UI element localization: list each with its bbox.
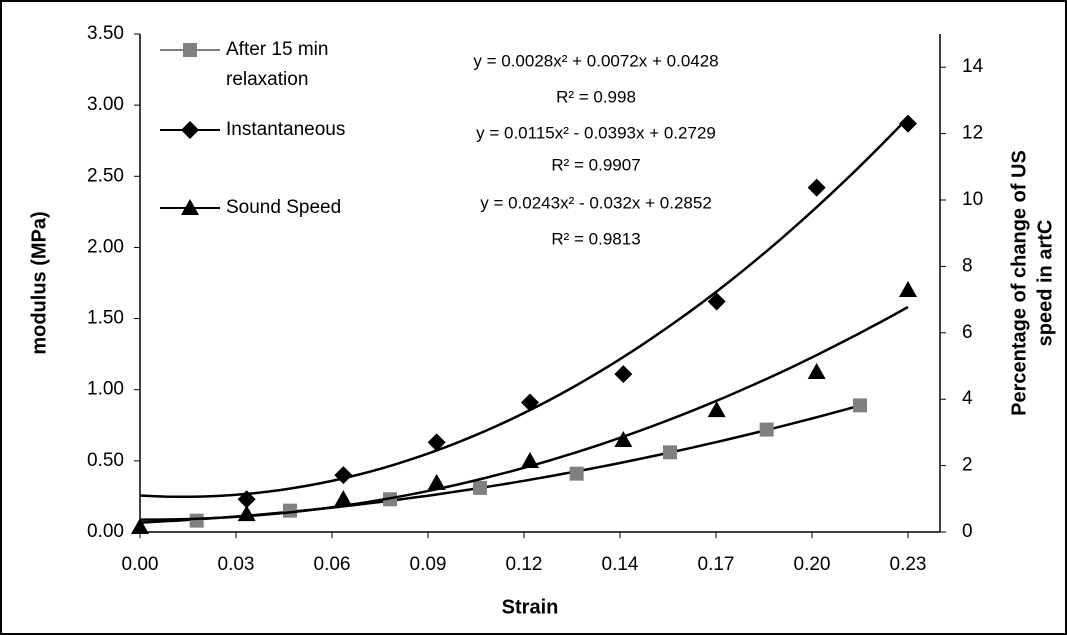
equation: R² = 0.9813 (551, 229, 640, 248)
marker-square (663, 445, 677, 460)
marker-diamond (237, 490, 256, 509)
y2-tick-label: 12 (962, 123, 983, 144)
y-tick-label: 2.50 (87, 165, 124, 186)
marker-triangle (614, 431, 633, 448)
equation: R² = 0.998 (556, 87, 636, 106)
y-tick-label: 2.00 (87, 236, 124, 257)
y2-tick-label: 14 (962, 56, 984, 77)
legend-label-line: After 15 min (226, 39, 328, 60)
equation: R² = 0.9907 (551, 155, 640, 174)
marker-diamond (807, 178, 826, 197)
y2-axis-title: Percentage of change of US (1008, 150, 1030, 416)
marker-square (189, 513, 204, 528)
y-tick-label: 0.00 (87, 521, 124, 542)
marker-diamond (181, 121, 199, 139)
marker-diamond (427, 433, 446, 452)
marker-diamond (334, 466, 353, 485)
equation: y = 0.0028x² + 0.0072x + 0.0428 (473, 51, 718, 70)
y2-tick-label: 4 (962, 388, 973, 409)
y-tick-label: 3.50 (87, 23, 124, 44)
marker-triangle (807, 362, 826, 379)
marker-square (569, 466, 584, 481)
marker-triangle (427, 473, 446, 490)
equation: y = 0.0243x² - 0.032x + 0.2852 (480, 193, 712, 212)
marker-square (183, 43, 197, 57)
y-tick-label: 0.50 (87, 450, 124, 471)
y-axis-title: modulus (MPa) (28, 211, 50, 354)
legend-label: Instantaneous (226, 119, 345, 140)
marker-square (853, 398, 867, 413)
y2-tick-label: 0 (962, 521, 973, 542)
y2-axis-title: speed in artC (1034, 220, 1056, 347)
marker-triangle (899, 280, 917, 297)
y2-tick-label: 2 (962, 455, 973, 476)
x-tick-label: 0.14 (602, 554, 639, 575)
trendline (139, 116, 909, 499)
marker-triangle (237, 505, 256, 522)
legend-label-line: relaxation (226, 69, 308, 90)
marker-triangle (334, 490, 353, 507)
y-tick-label: 1.50 (87, 308, 124, 329)
x-tick-label: 0.20 (794, 554, 831, 575)
equation: y = 0.0115x² - 0.0393x + 0.2729 (476, 123, 716, 142)
marker-triangle (181, 199, 199, 215)
marker-diamond (899, 114, 917, 133)
y-tick-label: 1.00 (87, 379, 124, 400)
y2-tick-label: 8 (962, 255, 973, 276)
marker-square (759, 422, 774, 437)
x-tick-label: 0.12 (506, 554, 543, 575)
marker-square (283, 503, 297, 518)
marker-diamond (707, 292, 726, 311)
x-tick-label: 0.00 (122, 554, 159, 575)
marker-diamond (521, 393, 539, 412)
x-tick-label: 0.06 (314, 554, 351, 575)
x-tick-label: 0.23 (890, 554, 927, 575)
marker-triangle (131, 518, 149, 535)
legend-label: Sound Speed (226, 197, 341, 218)
y-tick-label: 3.00 (87, 94, 124, 115)
x-tick-label: 0.09 (410, 554, 447, 575)
marker-square (473, 480, 487, 495)
marker-diamond (614, 365, 633, 384)
marker-triangle (707, 401, 726, 418)
y2-tick-label: 10 (962, 189, 983, 210)
legend-label: After 15 min relaxation (226, 39, 328, 90)
x-axis-title: Strain (502, 596, 559, 618)
x-tick-label: 0.03 (218, 554, 255, 575)
x-tick-label: 0.17 (698, 554, 735, 575)
y2-tick-label: 6 (962, 322, 973, 343)
marker-triangle (521, 451, 539, 468)
